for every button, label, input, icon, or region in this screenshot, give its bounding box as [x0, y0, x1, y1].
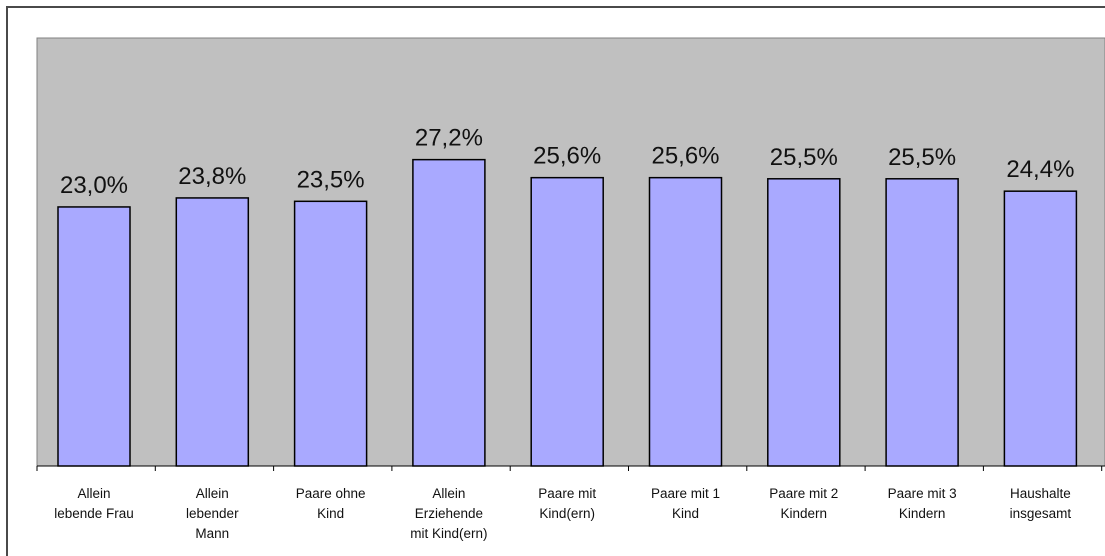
- category-label-line: Paare mit 3: [888, 486, 957, 501]
- category-label-7: Paare mit 3 Kindern: [888, 486, 957, 521]
- bar-0: [57, 206, 131, 467]
- category-labels-group: Allein lebende Frau Allein lebender Mann Paar…: [54, 486, 1071, 541]
- bar-6: [767, 178, 841, 467]
- category-label-line: mit Kind(ern): [410, 526, 487, 541]
- value-label-1: 23,8%: [178, 163, 246, 190]
- category-label-line: Mann: [195, 526, 229, 541]
- category-label-line: Paare mit 2: [769, 486, 838, 501]
- bar-7: [885, 178, 959, 467]
- category-label-line: Kind: [317, 506, 344, 521]
- category-label-line: lebende Frau: [54, 506, 134, 521]
- category-label-line: Erziehende: [415, 506, 483, 521]
- category-label-line: Kindern: [899, 506, 946, 521]
- bar-5: [648, 176, 723, 467]
- value-label-8: 24,4%: [1006, 156, 1074, 183]
- value-label-7: 25,5%: [888, 144, 956, 171]
- category-label-0: Allein lebende Frau: [54, 486, 134, 521]
- category-label-line: Kind: [672, 506, 699, 521]
- value-label-0: 23,0%: [60, 172, 128, 199]
- bar-1: [175, 197, 250, 467]
- category-label-8: Haushalte insgesamt: [1010, 486, 1072, 521]
- value-label-6: 25,5%: [770, 144, 838, 171]
- bar-4: [530, 176, 604, 467]
- category-label-line: Allein: [77, 486, 110, 501]
- category-label-3: Allein Erziehende mit Kind(ern): [410, 486, 487, 541]
- category-label-line: Paare mit 1: [651, 486, 720, 501]
- value-label-2: 23,5%: [297, 166, 365, 193]
- value-labels-group: 23,0% 23,8% 23,5% 27,2% 25,6% 25,6% 25,5% 25,5%…: [60, 125, 1074, 199]
- category-label-line: Paare mit: [538, 486, 596, 501]
- value-label-5: 25,6%: [651, 143, 719, 170]
- category-label-5: Paare mit 1 Kind: [651, 486, 720, 521]
- value-label-4: 25,6%: [533, 143, 601, 170]
- category-label-line: Haushalte: [1010, 486, 1071, 501]
- category-label-line: Allein: [432, 486, 465, 501]
- category-label-line: Kindern: [781, 506, 828, 521]
- category-label-line: insgesamt: [1010, 506, 1072, 521]
- category-label-1: Allein lebender Mann: [186, 486, 239, 541]
- category-label-4: Paare mit Kind(ern): [538, 486, 596, 521]
- bar-3: [412, 158, 486, 467]
- category-label-2: Paare ohne Kind: [296, 486, 366, 521]
- bars-group: [57, 158, 1078, 467]
- x-axis-ticks: [36, 466, 1103, 471]
- value-label-3: 27,2%: [415, 125, 483, 152]
- category-label-line: Allein: [196, 486, 229, 501]
- bar-8: [1003, 190, 1078, 467]
- bar-2: [293, 200, 368, 467]
- category-label-6: Paare mit 2 Kindern: [769, 486, 838, 521]
- category-label-line: lebender: [186, 506, 239, 521]
- category-label-line: Kind(ern): [539, 506, 595, 521]
- category-label-line: Paare ohne: [296, 486, 366, 501]
